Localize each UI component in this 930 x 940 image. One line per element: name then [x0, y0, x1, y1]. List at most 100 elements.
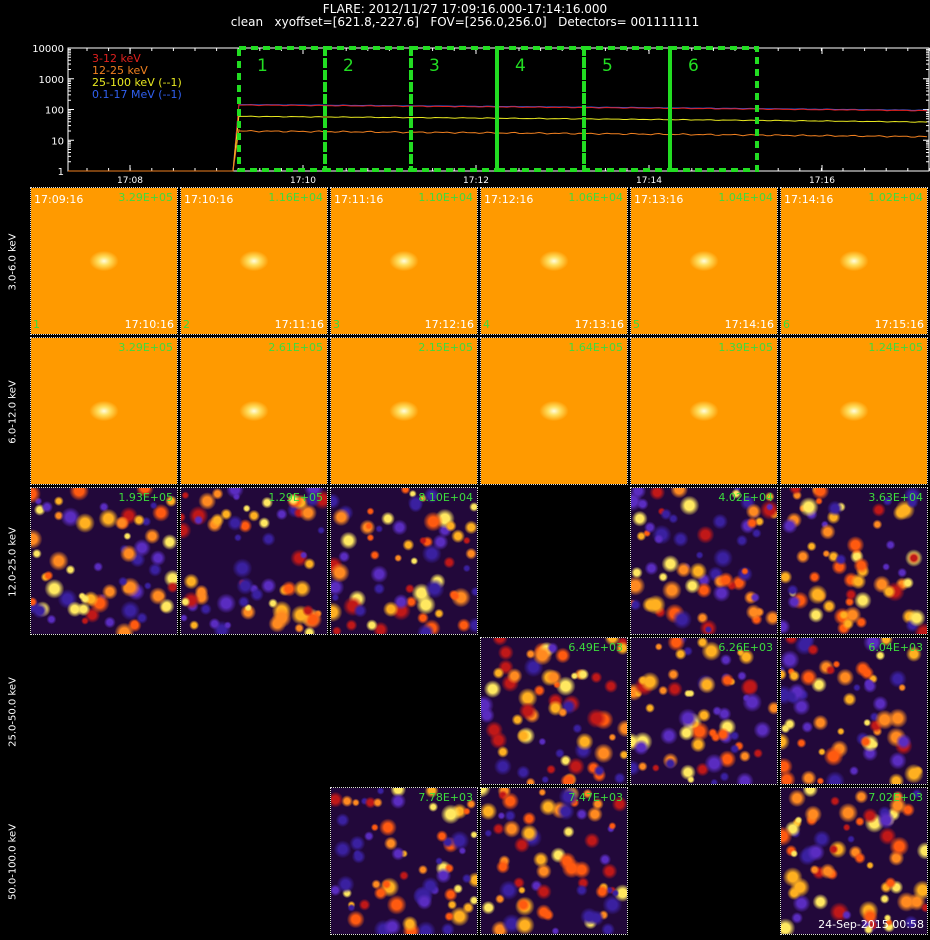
- image-peak-value: 3.63E+04: [868, 491, 923, 504]
- curve-3-12-kev: [68, 103, 928, 172]
- interval-end-time: 17:12:16: [424, 318, 474, 331]
- image-peak-value: 1.24E+05: [868, 341, 923, 354]
- plot-title: FLARE: 2012/11/27 17:09:16.000-17:14:16.…: [322, 2, 608, 16]
- flare-source-image: [631, 188, 777, 334]
- interval-end-time: 17:14:16: [724, 318, 774, 331]
- y-tick-label: 10: [51, 136, 64, 147]
- interval-start-time: 17:13:16: [634, 193, 684, 206]
- noise-image: [181, 488, 327, 634]
- image-cell: 3.63E+04: [780, 487, 928, 635]
- interval-label: 4: [515, 56, 526, 76]
- image-cell: 17:11:16 1.10E+04 17:12:16 3: [330, 187, 478, 335]
- image-cell: 17:10:16 1.16E+04 17:11:16 2: [180, 187, 328, 335]
- image-peak-value: 6.26E+03: [718, 641, 773, 654]
- y-tick-label: 1: [58, 167, 64, 178]
- curve-25-100-kev: [68, 114, 928, 172]
- image-peak-value: 4.02E+04: [718, 491, 773, 504]
- y-tick-label: 10000: [32, 44, 64, 55]
- interval-box: [668, 46, 759, 172]
- image-peak-value: 7.02E+03: [868, 791, 923, 804]
- image-cell: 6.49E+03: [480, 637, 628, 785]
- interval-start-time: 17:12:16: [484, 193, 534, 206]
- image-cell: 3.29E+05: [30, 337, 178, 485]
- image-peak-value: 2.15E+05: [418, 341, 473, 354]
- legend-entry: 3-12 keV: [92, 52, 141, 65]
- empty-image-cell: [180, 787, 328, 935]
- image-cell: 1.39E+05: [630, 337, 778, 485]
- plot-subtitle: clean xyoffset=[621.8,-227.6] FOV=[256.0…: [230, 15, 700, 29]
- image-peak-value: 1.16E+04: [268, 191, 323, 204]
- empty-image-cell: [30, 637, 178, 785]
- flare-source-image: [31, 188, 177, 334]
- image-peak-value: 1.64E+05: [568, 341, 623, 354]
- noise-image: [481, 788, 627, 934]
- flare-source-image: [181, 338, 327, 484]
- image-peak-value: 2.61E+05: [268, 341, 323, 354]
- noise-image: [631, 488, 777, 634]
- legend-entry: 25-100 keV (--1): [92, 76, 182, 89]
- x-tick-label: 17:12: [463, 176, 489, 186]
- image-peak-value: 6.04E+03: [868, 641, 923, 654]
- x-tick-label: 17:10: [290, 176, 316, 186]
- interval-end-time: 17:11:16: [274, 318, 324, 331]
- image-cell: 2.15E+05: [330, 337, 478, 485]
- image-cell: 7.47E+03: [480, 787, 628, 935]
- flare-source-image: [31, 338, 177, 484]
- image-grid: 17:09:16 3.29E+05 17:10:16 1 17:10:16 1.16E+0…: [30, 187, 930, 940]
- image-peak-value: 1.39E+05: [718, 341, 773, 354]
- x-tick-label: 17:14: [636, 176, 662, 186]
- noise-image: [781, 788, 927, 934]
- interval-start-time: 17:14:16: [784, 193, 834, 206]
- image-cell: 7.78E+03: [330, 787, 478, 935]
- flare-source-image: [181, 188, 327, 334]
- x-tick-label: 17:16: [809, 176, 835, 186]
- image-cell: 17:09:16 3.29E+05 17:10:16 1: [30, 187, 178, 335]
- image-cell: 17:13:16 1.04E+04 17:14:16 5: [630, 187, 778, 335]
- image-peak-value: 7.47E+03: [568, 791, 623, 804]
- image-cell: 1.93E+05: [30, 487, 178, 635]
- image-peak-value: 1.93E+05: [118, 491, 173, 504]
- empty-image-cell: [180, 637, 328, 785]
- interval-box: [323, 46, 413, 172]
- image-peak-value: 3.29E+05: [118, 341, 173, 354]
- flare-source-image: [481, 188, 627, 334]
- interval-box: [237, 46, 327, 172]
- image-peak-value: 6.49E+03: [568, 641, 623, 654]
- image-peak-value: 7.78E+03: [418, 791, 473, 804]
- noise-image: [331, 488, 477, 634]
- interval-number: 5: [633, 318, 640, 331]
- interval-number: 1: [33, 318, 40, 331]
- image-cell: 17:12:16 1.06E+04 17:13:16 4: [480, 187, 628, 335]
- image-peak-value: 3.29E+05: [118, 191, 173, 204]
- interval-label: 2: [343, 56, 354, 76]
- image-peak-value: 1.04E+04: [718, 191, 773, 204]
- flare-source-image: [781, 188, 927, 334]
- interval-number: 4: [483, 318, 490, 331]
- interval-label: 1: [257, 56, 268, 76]
- flare-source-image: [481, 338, 627, 484]
- image-peak-value: 1.10E+04: [418, 191, 473, 204]
- flare-source-image: [631, 338, 777, 484]
- interval-number: 3: [333, 318, 340, 331]
- image-cell: 6.04E+03: [780, 637, 928, 785]
- noise-image: [781, 488, 927, 634]
- interval-end-time: 17:10:16: [124, 318, 174, 331]
- interval-box: [582, 46, 672, 172]
- interval-end-time: 17:13:16: [574, 318, 624, 331]
- image-cell: 2.61E+05: [180, 337, 328, 485]
- empty-image-cell: [330, 637, 478, 785]
- lightcurve-plot: 10000 1000 100 10 1 17:08 17:10 17:12 17:14 17:16…: [32, 44, 930, 186]
- empty-image-cell: [480, 487, 628, 635]
- interval-label: 5: [602, 56, 613, 76]
- image-cell: 17:14:16 1.02E+04 17:15:16 6: [780, 187, 928, 335]
- image-cell: 7.02E+03 24-Sep-2015 00:58: [780, 787, 928, 935]
- image-peak-value: 1.06E+04: [568, 191, 623, 204]
- legend-entry: 12-25 keV: [92, 64, 148, 77]
- interval-start-time: 17:10:16: [184, 193, 234, 206]
- flare-source-image: [331, 338, 477, 484]
- noise-image: [781, 638, 927, 784]
- interval-label: 3: [429, 56, 440, 76]
- image-peak-value: 8.10E+04: [418, 491, 473, 504]
- y-tick-label: 100: [45, 106, 64, 117]
- flare-source-image: [331, 188, 477, 334]
